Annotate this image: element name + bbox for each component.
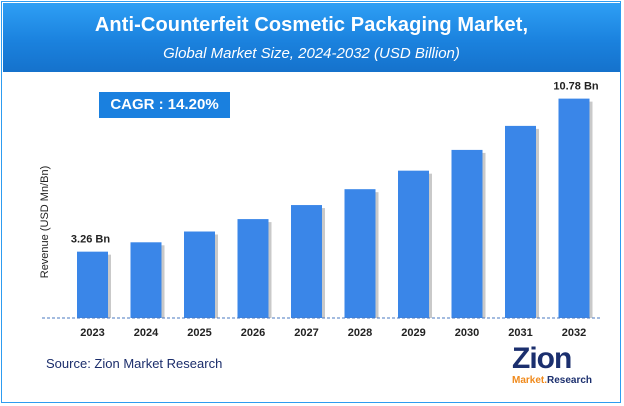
chart-subtitle: Global Market Size, 2024-2032 (USD Billi… bbox=[163, 45, 460, 62]
bar-2028 bbox=[344, 189, 376, 318]
bar-2031 bbox=[505, 125, 536, 318]
bar-2023 bbox=[77, 251, 108, 318]
logo-tagline-right: Research bbox=[547, 375, 593, 386]
logo-wordmark: Zion bbox=[512, 342, 572, 375]
data-label: 3.26 Bn bbox=[71, 234, 110, 246]
x-tick-label: 2023 bbox=[80, 327, 104, 339]
bar-2025 bbox=[184, 231, 215, 318]
logo-tagline: Market.Research bbox=[512, 375, 592, 387]
chart-header: Anti-Counterfeit Cosmetic Packaging Mark… bbox=[3, 3, 620, 72]
x-tick-label: 2026 bbox=[241, 327, 265, 339]
logo-tagline-left: Market. bbox=[512, 375, 548, 386]
x-tick-label: 2029 bbox=[401, 327, 425, 339]
x-tick-label: 2028 bbox=[348, 327, 372, 339]
x-tick-label: 2032 bbox=[562, 327, 586, 339]
bar-2024 bbox=[130, 242, 162, 318]
x-tick-label: 2024 bbox=[134, 327, 159, 339]
data-label: 10.78 Bn bbox=[553, 81, 599, 93]
cagr-badge: CAGR : 14.20% bbox=[99, 92, 230, 118]
x-tick-label: 2027 bbox=[294, 327, 318, 339]
x-tick-label: 2030 bbox=[455, 327, 479, 339]
source-note: Source: Zion Market Research bbox=[46, 356, 223, 371]
bar-2030 bbox=[451, 149, 483, 318]
x-tick-label: 2025 bbox=[187, 327, 211, 339]
bar-2026 bbox=[237, 219, 269, 318]
bar-2027 bbox=[291, 205, 322, 318]
bar-2029 bbox=[398, 170, 429, 318]
zion-logo: Zion Market.Research bbox=[506, 343, 602, 399]
bar-2032 bbox=[558, 98, 590, 318]
x-tick-label: 2031 bbox=[508, 327, 532, 339]
chart-title: Anti-Counterfeit Cosmetic Packaging Mark… bbox=[94, 14, 529, 36]
